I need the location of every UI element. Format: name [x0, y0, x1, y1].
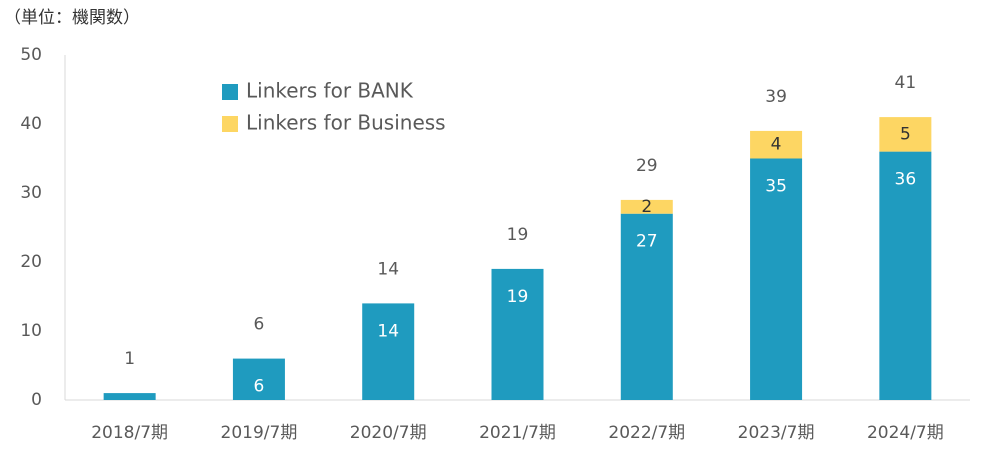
- data-label: 2: [641, 197, 652, 217]
- total-label: 29: [636, 156, 658, 176]
- bar-segment: [750, 130, 803, 159]
- y-tick-label: 40: [20, 114, 42, 134]
- total-label: 19: [507, 225, 529, 245]
- data-label: 5: [900, 124, 911, 144]
- x-tick-label: 2024/7期: [867, 423, 944, 443]
- x-tick-label: 2020/7期: [350, 423, 427, 443]
- x-tick-label: 2021/7期: [479, 423, 556, 443]
- bar-segment: [879, 117, 932, 152]
- y-tick-label: 50: [20, 45, 42, 65]
- bar-segment: [620, 213, 673, 400]
- data-label: 14: [377, 321, 399, 341]
- bar-segment: [620, 199, 673, 214]
- unit-label: （単位：機関数）: [4, 8, 140, 28]
- legend-label: Linkers for BANK: [246, 79, 414, 103]
- bar-segment: [750, 158, 803, 400]
- y-tick-label: 10: [20, 321, 42, 341]
- data-label: 19: [507, 287, 529, 307]
- total-label: 41: [895, 73, 917, 93]
- total-label: 39: [765, 87, 787, 107]
- x-tick-label: 2023/7期: [738, 423, 815, 443]
- legend-swatch: [222, 116, 238, 132]
- legend-label: Linkers for Business: [246, 111, 446, 135]
- x-tick-label: 2022/7期: [608, 423, 685, 443]
- data-label: 6: [254, 377, 265, 397]
- legend-swatch: [222, 84, 238, 100]
- total-label: 1: [124, 349, 135, 369]
- bar-segment: [232, 358, 285, 400]
- y-tick-label: 0: [31, 390, 42, 410]
- data-label: 36: [895, 170, 917, 190]
- total-label: 6: [254, 315, 265, 335]
- data-label: 35: [765, 177, 787, 197]
- y-tick-label: 20: [20, 252, 42, 272]
- data-label: 4: [771, 135, 782, 155]
- data-label: 27: [636, 232, 658, 252]
- bar-segment: [491, 268, 544, 400]
- total-label: 14: [377, 259, 399, 279]
- x-tick-label: 2019/7期: [221, 423, 298, 443]
- bar-segment: [103, 393, 156, 400]
- y-tick-label: 30: [20, 183, 42, 203]
- x-tick-label: 2018/7期: [91, 423, 168, 443]
- bar-segment: [879, 151, 932, 400]
- bar-segment: [362, 303, 415, 400]
